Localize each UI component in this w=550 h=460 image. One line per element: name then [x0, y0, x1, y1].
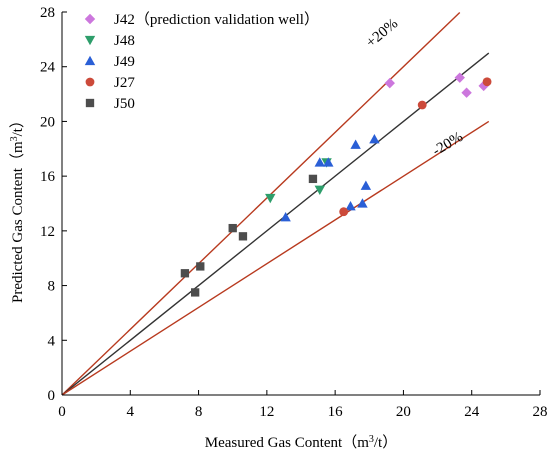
y-tick-label: 4	[48, 333, 56, 349]
x-ticks: 0 4 8 12 16 20 24 28	[58, 390, 548, 420]
data-point	[238, 232, 248, 241]
reference-line	[61, 52, 490, 396]
axes	[61, 12, 540, 396]
annotation-minus-20: -20%	[430, 129, 466, 159]
data-point	[369, 134, 380, 144]
data-point	[461, 87, 472, 98]
legend-label: J42（prediction validation well）	[114, 11, 319, 28]
data-point	[196, 262, 205, 271]
x-tick-label: 28	[533, 404, 548, 420]
data-point	[84, 35, 96, 46]
data-point	[314, 185, 325, 196]
legend-label: J49	[114, 54, 135, 70]
data-point	[482, 77, 492, 87]
x-tick-label: 4	[127, 404, 135, 420]
x-tick-label: 16	[328, 404, 344, 420]
x-tick-label: 24	[464, 404, 480, 420]
reference-lines	[61, 12, 490, 396]
annotation-plus-20: +20%	[363, 16, 401, 51]
data-point	[345, 201, 356, 211]
data-point	[454, 72, 465, 83]
data-point	[314, 157, 325, 167]
data-point	[85, 77, 95, 87]
x-tick-label: 20	[396, 404, 411, 420]
data-points	[180, 72, 492, 297]
data-point	[339, 207, 349, 217]
x-tick-label: 0	[58, 404, 66, 420]
y-tick-label: 8	[48, 279, 56, 295]
data-point	[84, 55, 96, 66]
reference-line	[61, 12, 461, 396]
legend-label: J48	[114, 33, 135, 49]
y-tick-label: 28	[40, 5, 55, 21]
data-point	[350, 139, 361, 149]
legend: J42（prediction validation well） J48 J49 J27…	[84, 11, 319, 112]
data-point	[84, 13, 96, 25]
x-axis-title: Measured Gas Content（m3/t）	[205, 434, 397, 452]
data-point	[323, 157, 334, 167]
y-tick-label: 12	[40, 224, 55, 240]
data-point	[478, 80, 489, 92]
data-point	[85, 98, 95, 108]
y-ticks: 0 4 8 12 16 20 24 28	[40, 5, 67, 404]
data-point	[384, 77, 395, 89]
x-tick-label: 8	[195, 404, 203, 420]
data-point	[360, 180, 372, 190]
y-tick-label: 24	[40, 60, 56, 76]
data-point	[308, 174, 318, 184]
y-tick-label: 20	[40, 114, 55, 130]
data-point	[228, 223, 237, 233]
legend-label: J50	[114, 96, 135, 112]
data-point	[417, 100, 427, 110]
y-tick-label: 16	[40, 169, 56, 185]
data-point	[357, 198, 368, 208]
data-point	[180, 269, 190, 278]
reference-line	[61, 120, 490, 396]
y-tick-label: 0	[48, 388, 56, 404]
y-axis-title: Predicted Gas Content（m3/t）	[9, 113, 27, 303]
legend-label: J27	[114, 75, 135, 91]
data-point	[190, 288, 200, 297]
data-point	[280, 211, 291, 222]
data-point	[265, 193, 276, 204]
x-tick-label: 12	[259, 404, 274, 420]
